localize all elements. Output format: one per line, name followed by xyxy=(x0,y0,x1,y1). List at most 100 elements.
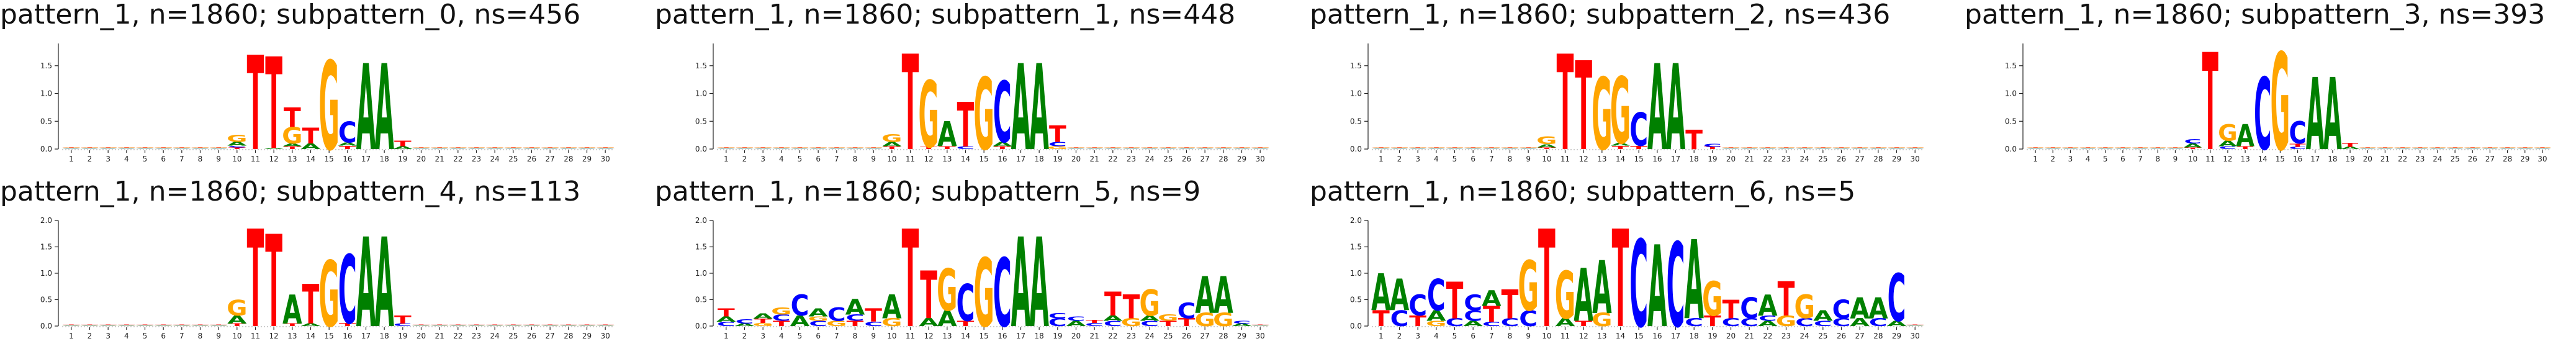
x-tick-label: 8 xyxy=(2155,155,2160,163)
logo-letter-G: G xyxy=(2533,147,2552,148)
logo-letter-G: G xyxy=(881,132,902,145)
logo-letter-C: C xyxy=(2289,147,2306,150)
x-tick-label: 4 xyxy=(124,155,129,163)
x-tick-label: 14 xyxy=(961,332,970,340)
logo-letter-A: A xyxy=(845,294,865,320)
logo-letter-C: C xyxy=(1408,289,1427,322)
logo-letter-G: G xyxy=(466,324,487,325)
x-tick-label: 29 xyxy=(1892,332,1901,340)
x-tick-label: 9 xyxy=(2173,155,2178,163)
logo-letter-G: G xyxy=(2025,147,2045,148)
logo-letter-C: C xyxy=(1085,322,1104,327)
x-tick-label: 22 xyxy=(453,155,462,163)
logo-letter-G: G xyxy=(577,147,597,148)
logo-letter-G: G xyxy=(466,147,487,148)
x-tick-label: 30 xyxy=(601,155,610,163)
logo-letter-G: G xyxy=(1592,310,1612,331)
x-tick-label: 15 xyxy=(325,332,334,340)
logo-letter-A: A xyxy=(993,141,1012,148)
logo-letter-G: G xyxy=(208,147,228,148)
x-tick-label: 17 xyxy=(361,155,371,163)
logo-letter-T: T xyxy=(847,319,865,328)
logo-letter-T: T xyxy=(939,145,956,150)
logo-letter-G: G xyxy=(135,147,155,148)
logo-letter-G: G xyxy=(1536,135,1557,147)
logo-letter-G: G xyxy=(1610,59,1631,165)
logo-letter-C: C xyxy=(993,65,1012,162)
logo-letter-A: A xyxy=(430,325,450,326)
logo-letter-A: A xyxy=(1214,266,1233,325)
logo-letter-T: T xyxy=(302,274,320,337)
x-tick-label: 11 xyxy=(906,332,915,340)
y-tick-label: 1.0 xyxy=(1350,269,1362,278)
logo-letter-T: T xyxy=(920,258,937,334)
logo-letter-C: C xyxy=(1740,292,1759,325)
logo-letter-G: G xyxy=(97,324,118,325)
logo-letter-T: T xyxy=(718,307,736,319)
x-tick-label: 23 xyxy=(472,332,481,340)
y-tick-label: 2.0 xyxy=(695,216,707,225)
logo-letter-C: C xyxy=(1048,312,1067,320)
x-tick-label: 19 xyxy=(1708,332,1717,340)
x-tick-label: 27 xyxy=(546,155,555,163)
y-tick-label: 0.5 xyxy=(40,296,52,304)
logo-letter-G: G xyxy=(716,147,736,148)
logo-letter-C: C xyxy=(846,313,865,323)
x-tick-label: 21 xyxy=(1090,155,1099,163)
logo-letter-G: G xyxy=(2428,147,2448,148)
logo-letter-A: A xyxy=(448,148,469,149)
x-tick-label: 10 xyxy=(2188,155,2197,163)
x-tick-label: 10 xyxy=(887,155,896,163)
logo-letter-A: A xyxy=(61,325,82,326)
logo-letter-A: A xyxy=(559,148,579,149)
logo-letter-A: A xyxy=(2184,142,2202,148)
x-tick-label: 7 xyxy=(834,155,839,163)
logo-letter-T: T xyxy=(1538,202,1556,354)
logo-letter-A: A xyxy=(735,323,755,327)
logo-letter-A: A xyxy=(227,141,247,147)
x-tick-label: 5 xyxy=(798,155,803,163)
logo-letter-T: T xyxy=(228,323,246,327)
logo-letter-A: A xyxy=(1029,40,1048,177)
x-tick-label: 6 xyxy=(1470,332,1475,340)
logo-letter-G: G xyxy=(190,324,210,325)
logo-letter-A: A xyxy=(412,325,432,326)
logo-letter-A: A xyxy=(448,325,469,326)
x-tick-label: 5 xyxy=(143,155,148,163)
x-tick-label: 24 xyxy=(1145,155,1155,163)
x-tick-label: 7 xyxy=(179,332,184,340)
logo-letter-T: T xyxy=(1086,319,1103,324)
logo-letter-A: A xyxy=(1140,314,1159,323)
logo-letter-T: T xyxy=(339,145,356,150)
logo-letter-A: A xyxy=(1103,314,1122,323)
logo-letter-C: C xyxy=(957,145,975,150)
x-tick-label: 23 xyxy=(1781,332,1791,340)
x-tick-label: 6 xyxy=(1470,155,1475,163)
logo-letter-G: G xyxy=(208,324,228,325)
x-tick-label: 1 xyxy=(724,155,729,163)
logo-letter-A: A xyxy=(845,148,866,149)
y-tick-label: 1.5 xyxy=(695,61,707,70)
x-tick-label: 20 xyxy=(1726,332,1736,340)
logo-letter-A: A xyxy=(1463,148,1484,149)
logo-letter-A: A xyxy=(2394,148,2412,149)
logo-letter-G: G xyxy=(1794,147,1814,148)
logo-letter-G: G xyxy=(171,147,192,148)
x-tick-label: 27 xyxy=(546,332,555,340)
y-tick-label: 1.0 xyxy=(1350,89,1362,98)
x-tick-label: 3 xyxy=(1415,155,1420,163)
x-tick-label: 11 xyxy=(1560,155,1570,163)
logo-letter-G: G xyxy=(1500,147,1520,148)
x-tick-label: 6 xyxy=(161,332,166,340)
logo-letter-T: T xyxy=(2202,26,2218,181)
logo-letter-A: A xyxy=(282,143,302,147)
logo-letter-T: T xyxy=(902,202,919,354)
logo-letter-G: G xyxy=(2130,147,2150,148)
x-tick-label: 19 xyxy=(1053,155,1062,163)
x-tick-label: 2 xyxy=(88,332,92,340)
logo-letter-A: A xyxy=(393,145,413,150)
x-tick-label: 19 xyxy=(1708,155,1717,163)
x-tick-label: 23 xyxy=(1781,155,1791,163)
x-tick-label: 16 xyxy=(998,332,1007,340)
x-tick-label: 2 xyxy=(88,155,92,163)
